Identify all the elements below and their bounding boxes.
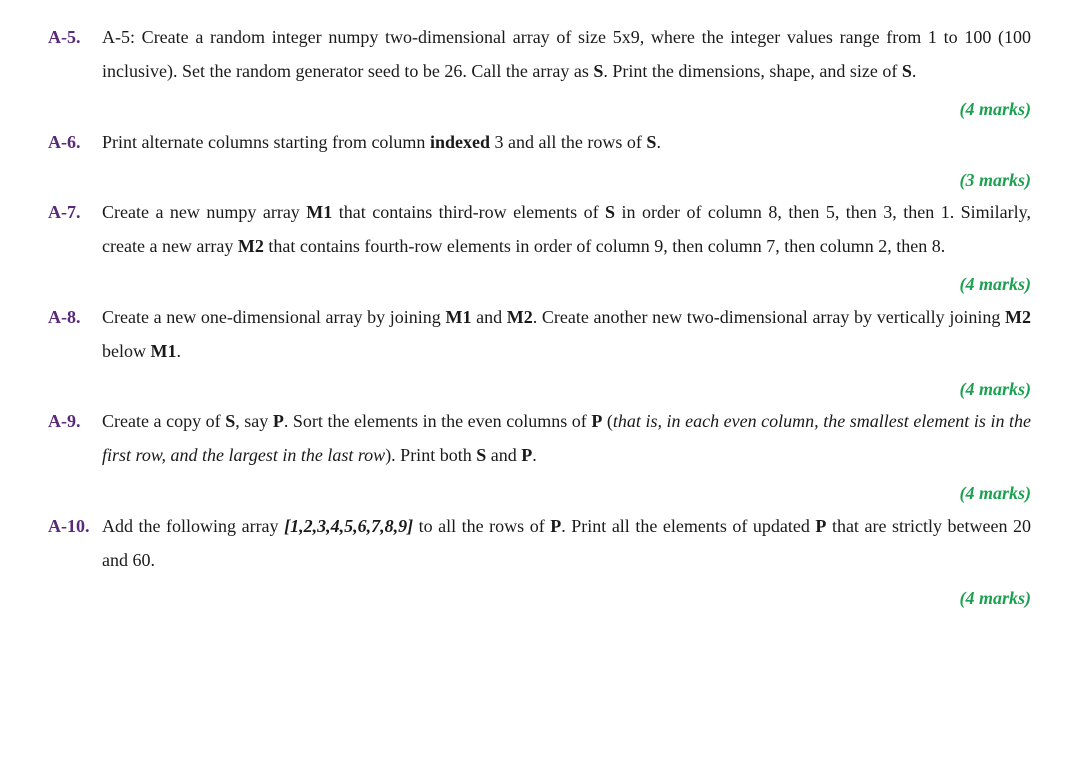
question-label: A-7. <box>48 195 102 263</box>
var-m1: M1 <box>306 202 332 222</box>
question-label: A-8. <box>48 300 102 368</box>
var-m1: M1 <box>151 341 177 361</box>
text: Create a new one-dimensional array by jo… <box>102 307 445 327</box>
text: . Print all the elements of updated <box>561 516 815 536</box>
text: . <box>912 61 917 81</box>
var-s: S <box>593 61 603 81</box>
text: to all the rows of <box>413 516 550 536</box>
var-m2: M2 <box>507 307 533 327</box>
question-label: A-6. <box>48 125 102 159</box>
marks-a10: (4 marks) <box>48 581 1031 615</box>
marks-a9: (4 marks) <box>48 476 1031 510</box>
var-s: S <box>902 61 912 81</box>
text: that contains fourth-row elements in ord… <box>264 236 945 256</box>
text: ). Print both <box>385 445 476 465</box>
text: 3 and all the rows of <box>490 132 646 152</box>
text: Create a copy of <box>102 411 225 431</box>
question-label: A-5. <box>48 20 102 88</box>
var-p: P <box>521 445 532 465</box>
question-a10: A-10. Add the following array [1,2,3,4,5… <box>48 509 1031 577</box>
text: Print alternate columns starting from co… <box>102 132 430 152</box>
var-s: S <box>605 202 615 222</box>
word-indexed: indexed <box>430 132 490 152</box>
var-p: P <box>273 411 284 431</box>
text: below <box>102 341 151 361</box>
question-a6: A-6. Print alternate columns starting fr… <box>48 125 1031 159</box>
marks-a8: (4 marks) <box>48 372 1031 406</box>
text: Add the following array <box>102 516 284 536</box>
question-body: Add the following array [1,2,3,4,5,6,7,8… <box>102 509 1031 577</box>
marks-a5: (4 marks) <box>48 92 1031 126</box>
text: . Sort the elements in the even columns … <box>284 411 592 431</box>
var-s: S <box>476 445 486 465</box>
text: , say <box>235 411 273 431</box>
question-a9: A-9. Create a copy of S, say P. Sort the… <box>48 404 1031 472</box>
marks-a6: (3 marks) <box>48 163 1031 197</box>
question-body: A-5: Create a random integer numpy two-d… <box>102 20 1031 88</box>
text: ( <box>602 411 613 431</box>
question-a5: A-5. A-5: Create a random integer numpy … <box>48 20 1031 88</box>
var-p: P <box>815 516 826 536</box>
var-s: S <box>646 132 656 152</box>
question-a8: A-8. Create a new one-dimensional array … <box>48 300 1031 368</box>
text: that contains third-row elements of <box>332 202 605 222</box>
var-p: P <box>550 516 561 536</box>
text: . <box>532 445 537 465</box>
question-body: Create a new one-dimensional array by jo… <box>102 300 1031 368</box>
question-body: Print alternate columns starting from co… <box>102 125 1031 159</box>
text: . <box>177 341 182 361</box>
question-a7: A-7. Create a new numpy array M1 that co… <box>48 195 1031 263</box>
var-p: P <box>591 411 602 431</box>
question-body: Create a copy of S, say P. Sort the elem… <box>102 404 1031 472</box>
text: . <box>656 132 661 152</box>
page: A-5. A-5: Create a random integer numpy … <box>0 0 1079 633</box>
text: . Print the dimensions, shape, and size … <box>603 61 901 81</box>
array-literal: [1,2,3,4,5,6,7,8,9] <box>284 516 413 536</box>
var-m2: M2 <box>1005 307 1031 327</box>
question-label: A-10. <box>48 509 102 577</box>
var-m1: M1 <box>445 307 471 327</box>
text: and <box>471 307 506 327</box>
var-m2: M2 <box>238 236 264 256</box>
text: Create a new numpy array <box>102 202 306 222</box>
question-body: Create a new numpy array M1 that contain… <box>102 195 1031 263</box>
text: . Create another new two-dimensional arr… <box>533 307 1005 327</box>
var-s: S <box>225 411 235 431</box>
text: and <box>486 445 521 465</box>
marks-a7: (4 marks) <box>48 267 1031 301</box>
question-label: A-9. <box>48 404 102 472</box>
